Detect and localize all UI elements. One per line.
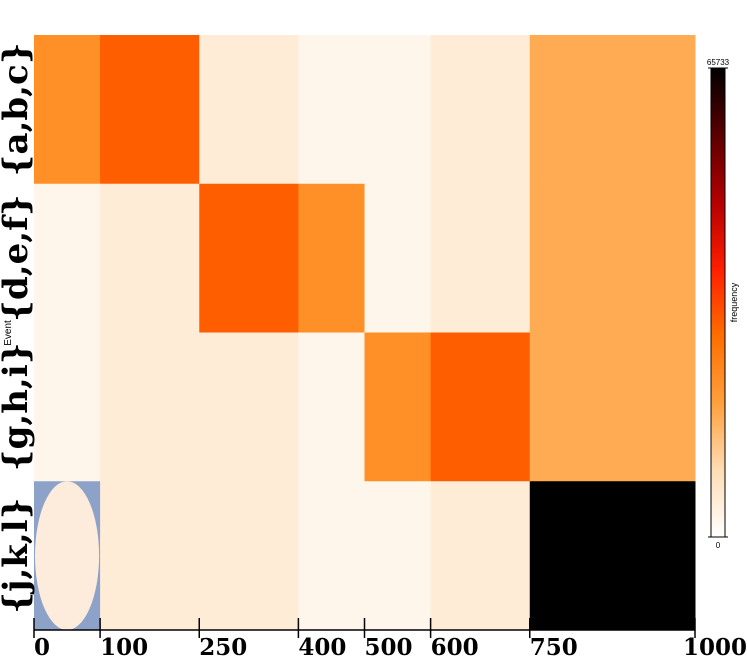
x-tick-label: 500 bbox=[365, 634, 413, 661]
colorbar-gradient bbox=[710, 67, 726, 538]
heatmap-cell bbox=[199, 332, 299, 482]
y-tick-label: {j,k,l} bbox=[0, 498, 36, 614]
y-tick-label: {a,b,c} bbox=[0, 42, 36, 176]
heatmap-cell bbox=[430, 332, 531, 482]
colorbar-min-label: 0 bbox=[716, 541, 721, 550]
heatmap-cell bbox=[298, 35, 365, 185]
heatmap-cell bbox=[298, 481, 365, 631]
heatmap-cell bbox=[100, 35, 200, 185]
heatmap-cell bbox=[430, 481, 531, 631]
colorbar: 65733 0 frequency bbox=[707, 58, 739, 550]
x-tick-label: 1000 bbox=[683, 634, 747, 661]
heatmap-cell bbox=[364, 35, 432, 185]
y-tick-label: {d,e,f} bbox=[0, 194, 36, 321]
x-tick-label: 100 bbox=[100, 634, 148, 661]
x-tick-label: 600 bbox=[431, 634, 479, 661]
heatmap-cell bbox=[364, 332, 432, 482]
y-tick-labels: {a,b,c} {d,e,f} {g,h,i} {j,k,l} bbox=[0, 42, 36, 613]
heatmap-cell bbox=[100, 332, 200, 482]
heatmap-cell bbox=[529, 183, 696, 333]
highlight-ellipse bbox=[35, 481, 100, 630]
heatmap-cell bbox=[364, 481, 432, 631]
x-tick-label: 750 bbox=[530, 634, 578, 661]
colorbar-max-label: 65733 bbox=[707, 58, 730, 67]
heatmap-cell bbox=[529, 35, 696, 185]
heatmap-cell bbox=[199, 481, 299, 631]
y-tick-label: {g,h,i} bbox=[0, 342, 36, 471]
heatmap-cell bbox=[298, 332, 365, 482]
heatmap-cells bbox=[34, 35, 696, 631]
heatmap-cell bbox=[430, 183, 531, 333]
heatmap-cell bbox=[529, 481, 696, 631]
heatmap-cell bbox=[100, 481, 200, 631]
heatmap-cell bbox=[298, 183, 365, 333]
heatmap-cell bbox=[199, 183, 299, 333]
heatmap-cell bbox=[34, 183, 101, 333]
colorbar-label: frequency bbox=[729, 282, 739, 322]
x-tick-label: 400 bbox=[298, 634, 346, 661]
x-axis: 0 100 250 400 500 600 750 1000 bbox=[33, 618, 747, 661]
heatmap-cell bbox=[364, 183, 432, 333]
heatmap-cell bbox=[100, 183, 200, 333]
heatmap-cell bbox=[430, 35, 531, 185]
heatmap-cell bbox=[34, 35, 101, 185]
heatmap-cell bbox=[34, 332, 101, 482]
heatmap-cell bbox=[199, 35, 299, 185]
heatmap-cell bbox=[529, 332, 696, 482]
y-axis-label: Event bbox=[3, 320, 14, 346]
x-tick-label: 250 bbox=[199, 634, 247, 661]
x-tick-label: 0 bbox=[34, 634, 50, 661]
